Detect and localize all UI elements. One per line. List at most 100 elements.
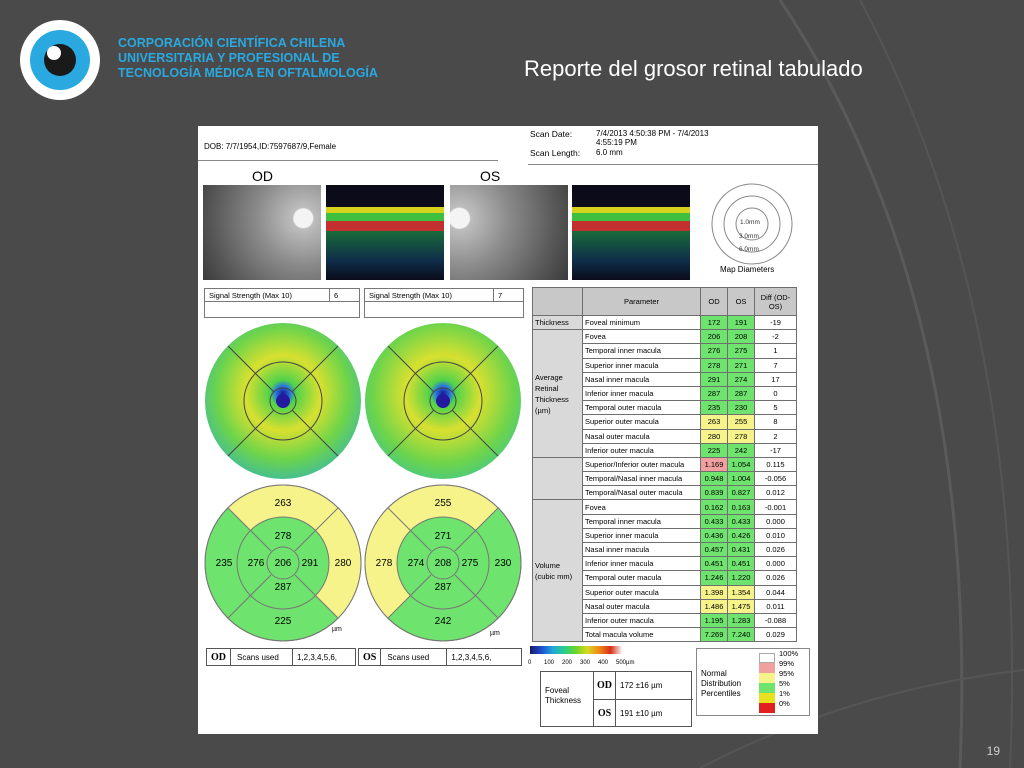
od-nasal-inner: 291 xyxy=(302,558,319,569)
od-scans-label: Scans used xyxy=(231,649,293,665)
os-signal-value: 7 xyxy=(493,289,506,301)
map-diameters-diagram: 1.0mm 3.0mm 6.0mm xyxy=(711,183,793,265)
table-row: Superior/Inferior outer macula 1.169 1.054… xyxy=(532,456,797,501)
row-od-value: 0.457 xyxy=(700,541,728,558)
od-scans-eye: OD xyxy=(207,649,231,665)
od-center: 206 xyxy=(275,558,292,569)
row-parameter: Superior outer macula xyxy=(582,414,701,430)
row-od-value: 0.436 xyxy=(700,527,728,544)
row-parameter: Temporal inner macula xyxy=(582,513,701,529)
scan-date-value: 7/4/2013 4:50:38 PM - 7/4/2013 4:55:19 P… xyxy=(596,129,709,147)
table-row: Temporal inner macula 276 275 1 xyxy=(533,343,797,359)
os-scans-value: 1,2,3,4,5,6, xyxy=(451,652,492,662)
table-row: Thickness Foveal minimum 172 191 -19 xyxy=(532,314,797,331)
od-scans-used: OD Scans used 1,2,3,4,5,6, xyxy=(206,648,356,666)
od-superior-inner: 278 xyxy=(275,531,292,542)
os-superior-outer: 255 xyxy=(435,498,452,509)
row-diff-value: 0.000 xyxy=(754,513,797,529)
row-os-value: 1.004 xyxy=(727,471,755,487)
os-signal-label: Signal Strength (Max 10) xyxy=(369,290,452,300)
org-line-2: UNIVERSITARIA Y PROFESIONAL DE xyxy=(118,51,340,65)
oct-report: DOB: 7/7/1954,ID:7597687/9,Female Scan D… xyxy=(198,126,818,734)
row-od-value: 235 xyxy=(700,400,728,416)
foveal-thickness-box: Foveal Thickness OD 172 ±16 µm OS 191 ±1… xyxy=(540,671,693,727)
foveal-od-eye: OD xyxy=(594,672,616,699)
row-od-value: 225 xyxy=(700,442,728,458)
table-row: Superior outer macula 263 255 8 xyxy=(533,414,797,430)
os-sector-map: 255 271 278 274 208 275 230 287 242 xyxy=(364,484,522,642)
os-scans-label: Scans used xyxy=(381,649,448,665)
row-os-value: 275 xyxy=(727,343,755,359)
od-temporal-outer: 235 xyxy=(216,558,233,569)
table-row: Superior inner macula 0.436 0.426 0.010 xyxy=(533,527,797,544)
od-unit-label: µm xyxy=(332,626,342,633)
header-os: OS xyxy=(727,287,755,316)
row-diff-value: -0.001 xyxy=(754,499,797,515)
row-diff-value: -19 xyxy=(754,314,797,331)
swatch-red xyxy=(759,703,775,713)
pct-95: 95% xyxy=(779,669,795,678)
row-os-value: 0.426 xyxy=(727,527,755,544)
row-od-value: 1.195 xyxy=(700,612,728,629)
foveal-od-value: 172 ±16 µm xyxy=(620,681,663,690)
table-row: Nasal inner macula 0.457 0.431 0.026 xyxy=(533,541,797,558)
row-parameter: Nasal inner macula xyxy=(582,541,701,558)
row-diff-value: 0.044 xyxy=(754,584,797,600)
foveal-os-row: OS 191 ±10 µm xyxy=(593,699,693,727)
row-os-value: 0.827 xyxy=(727,485,755,501)
header-diff: Diff (OD-OS) xyxy=(754,287,797,316)
header-od: OD xyxy=(700,287,728,316)
row-os-value: 0.163 xyxy=(727,499,755,515)
row-parameter: Temporal/Nasal inner macula xyxy=(582,471,701,487)
od-inferior-outer: 225 xyxy=(275,616,292,627)
row-parameter: Temporal inner macula xyxy=(582,343,701,359)
scan-info: Scan Date: 7/4/2013 4:50:38 PM - 7/4/2013… xyxy=(530,129,726,159)
group-thickness: Thickness xyxy=(532,314,583,331)
ndp-label: Normal Distribution Percentiles xyxy=(701,669,742,698)
row-od-value: 0.451 xyxy=(700,556,728,572)
table-row: Inferior outer macula 1.195 1.283 -0.088 xyxy=(533,612,797,629)
swatch-pink xyxy=(759,663,775,673)
os-inferior-outer: 242 xyxy=(435,616,452,627)
ring-3mm-label: 3.0mm xyxy=(739,233,759,240)
table-row: Temporal/Nasal inner macula 0.948 1.004 -0.… xyxy=(533,471,797,487)
os-nasal-outer: 230 xyxy=(495,558,512,569)
row-parameter: Superior inner macula xyxy=(582,357,701,373)
row-od-value: 287 xyxy=(700,385,728,402)
row-diff-value: 5 xyxy=(754,400,797,416)
od-signal-value: 6 xyxy=(329,289,342,301)
row-diff-value: 0.026 xyxy=(754,570,797,586)
row-diff-value: 0.115 xyxy=(754,456,797,473)
org-line-1: CORPORACIÓN CIENTÍFICA CHILENA xyxy=(118,36,346,50)
row-os-value: 274 xyxy=(727,371,755,387)
os-unit-label: µm xyxy=(490,630,500,637)
row-os-value: 230 xyxy=(727,400,755,416)
organization-name: CORPORACIÓN CIENTÍFICA CHILENA UNIVERSIT… xyxy=(118,36,378,81)
thickness-table: Parameter OD OS Diff (OD-OS) Thickness Foveal… xyxy=(532,287,797,643)
row-parameter: Fovea xyxy=(582,499,701,515)
row-od-value: 0.162 xyxy=(700,499,728,515)
od-nasal-outer: 280 xyxy=(335,558,352,569)
pct-5: 5% xyxy=(779,679,790,688)
empty-box xyxy=(364,302,524,318)
row-os-value: 1.475 xyxy=(727,598,755,614)
row-od-value: 276 xyxy=(700,343,728,359)
group-volume: Volume (cubic mm) xyxy=(532,499,583,643)
logo-eye-icon xyxy=(20,20,100,100)
foveal-label: Foveal Thickness xyxy=(545,686,582,705)
od-oct-bscan-image xyxy=(326,185,444,280)
row-od-value: 291 xyxy=(700,371,728,387)
table-row: Nasal outer macula 280 278 2 xyxy=(533,428,797,444)
colorbar-tick: 0 xyxy=(528,660,532,666)
table-row: Average Retinal Thickness (µm) Fovea 206 20… xyxy=(532,329,797,458)
od-signal-strength: Signal Strength (Max 10) 6 xyxy=(204,288,360,302)
row-diff-value: -17 xyxy=(754,442,797,458)
row-os-value: 208 xyxy=(727,329,755,345)
od-sector-map: 263 278 235 276 206 291 280 287 225 xyxy=(204,484,362,642)
divider xyxy=(198,160,498,161)
row-od-value: 172 xyxy=(700,314,728,331)
row-diff-value: 0.000 xyxy=(754,556,797,572)
os-nasal-inner: 275 xyxy=(462,558,479,569)
row-os-value: 0.433 xyxy=(727,513,755,529)
od-inferior-inner: 287 xyxy=(275,582,292,593)
